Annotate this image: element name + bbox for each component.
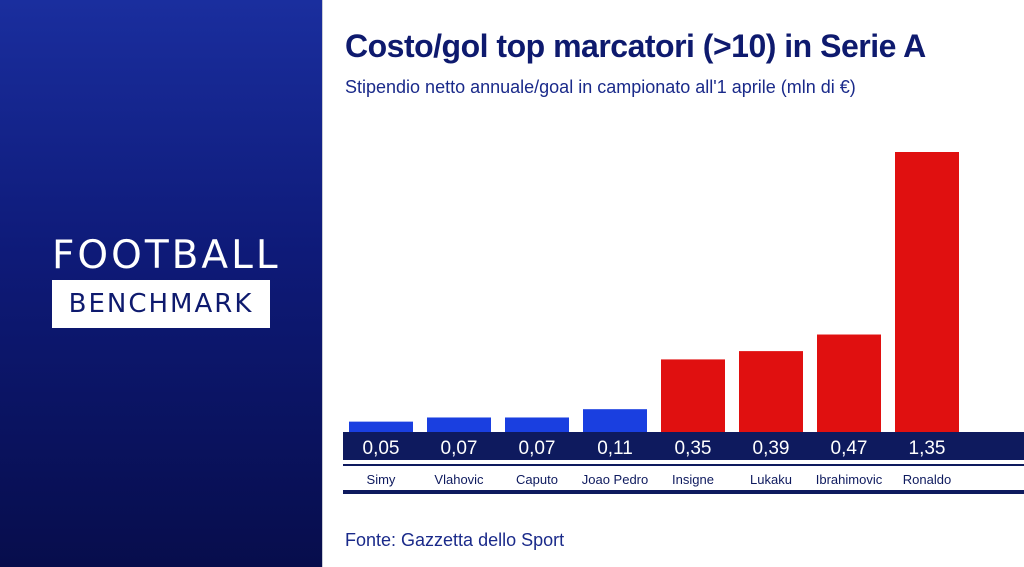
label-strip-top-border [343,464,1024,466]
strip-gap [343,460,1024,464]
bar-lukaku [739,351,803,432]
label-strip-bottom-border [343,490,1024,494]
brand-football: FOOTBALL [52,233,281,278]
category-label: Ibrahimovic [816,472,883,487]
value-label: 0,07 [519,438,556,459]
category-label: Simy [367,472,396,487]
label-strip [343,466,1024,490]
bar-vlahovic [427,417,491,432]
value-label: 0,11 [597,438,633,459]
category-label: Caputo [516,472,558,487]
category-label: Vlahovic [434,472,484,487]
bar-ibrahimovic [817,334,881,432]
chart-title: Costo/gol top marcatori (>10) in Serie A [345,28,926,64]
bar-simy [349,421,413,432]
value-label: 0,05 [363,438,400,459]
value-label: 0,07 [441,438,478,459]
value-label: 0,39 [753,438,790,459]
value-label: 0,35 [675,438,712,459]
category-label: Insigne [672,472,714,487]
bar-chart: 0,05 Simy 0,07 Vlahovic 0,07 Caputo 0,11 Joao P… [343,152,1024,494]
value-strip [343,432,1024,460]
value-label: 0,47 [831,438,868,459]
value-label: 1,35 [909,438,946,459]
chart-subtitle: Stipendio netto annuale/goal in campiona… [345,77,856,97]
category-label: Joao Pedro [582,472,649,487]
bar-caputo [505,417,569,432]
bar-joao-pedro [583,409,647,432]
bar-insigne [661,359,725,432]
category-label: Lukaku [750,472,792,487]
divider-line [322,0,323,567]
category-label: Ronaldo [903,472,951,487]
bar-ronaldo [895,152,959,432]
brand-benchmark: BENCHMARK [52,280,270,328]
source-note: Fonte: Gazzetta dello Sport [345,530,565,550]
